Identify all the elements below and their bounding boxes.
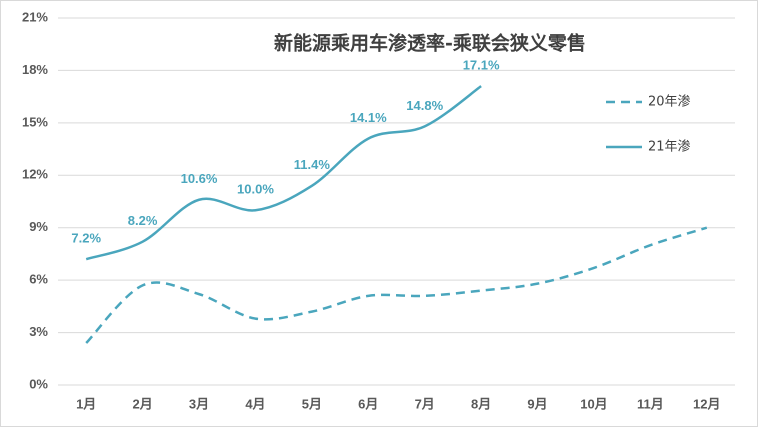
data-label: 10.6%: [181, 171, 218, 186]
x-tick-label: 12月: [693, 396, 720, 411]
legend-label: 21年渗: [648, 140, 691, 155]
x-tick-label: 5月: [302, 396, 322, 411]
y-tick-label: 0%: [29, 376, 48, 391]
series-line: [85, 226, 708, 344]
x-tick-label: 8月: [471, 396, 491, 411]
y-tick-label: 9%: [29, 219, 48, 234]
data-label: 14.8%: [406, 98, 443, 113]
y-tick-label: 21%: [22, 9, 48, 24]
x-tick-label: 7月: [415, 396, 435, 411]
series-line: [85, 85, 482, 261]
x-tick-label: 11月: [637, 396, 664, 411]
chart-title: 新能源乘用车渗透率-乘联会狭义零售: [274, 32, 586, 55]
x-tick-label: 6月: [358, 396, 378, 411]
x-tick-label: 1月: [76, 396, 96, 411]
x-tick-label: 2月: [133, 396, 153, 411]
data-label: 17.1%: [463, 58, 500, 73]
data-label: 7.2%: [71, 231, 101, 246]
y-tick-label: 15%: [22, 114, 48, 129]
y-tick-label: 3%: [29, 324, 48, 339]
x-tick-label: 4月: [245, 396, 265, 411]
data-label: 14.1%: [350, 110, 387, 125]
legend-label: 20年渗: [648, 95, 691, 110]
data-label: 11.4%: [294, 157, 331, 172]
y-tick-label: 6%: [29, 272, 48, 287]
x-tick-label: 3月: [189, 396, 209, 411]
data-label: 10.0%: [237, 182, 274, 197]
x-tick-label: 9月: [527, 396, 547, 411]
data-label: 8.2%: [128, 213, 158, 228]
y-tick-label: 12%: [22, 167, 48, 182]
x-tick-label: 10月: [580, 396, 607, 411]
y-tick-label: 18%: [22, 62, 48, 77]
